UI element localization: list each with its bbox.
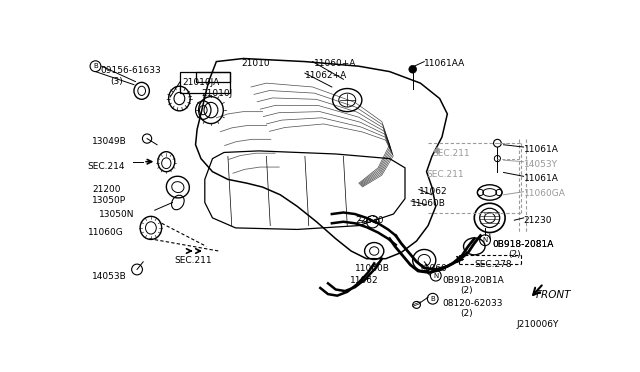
Text: 09156-61633: 09156-61633	[101, 66, 161, 75]
Text: 11062: 11062	[349, 276, 378, 285]
Text: J210006Y: J210006Y	[516, 320, 559, 329]
Text: 21010J: 21010J	[201, 89, 232, 97]
Text: (2): (2)	[460, 309, 473, 318]
Text: 0B918-20B1A: 0B918-20B1A	[442, 276, 504, 285]
Text: 13050N: 13050N	[99, 210, 134, 219]
Text: 22630: 22630	[355, 217, 383, 225]
Text: 11060+A: 11060+A	[314, 58, 356, 67]
Text: 08120-62033: 08120-62033	[442, 299, 502, 308]
Text: 11061A: 11061A	[524, 145, 559, 154]
Text: 14053Y: 14053Y	[524, 160, 557, 169]
Text: 21230: 21230	[524, 216, 552, 225]
Text: SEC.211: SEC.211	[432, 148, 470, 158]
Text: SEC.211: SEC.211	[174, 256, 212, 265]
Text: 13050P: 13050P	[92, 196, 127, 205]
Text: 0B918-2081A: 0B918-2081A	[493, 240, 554, 249]
Text: 11060B: 11060B	[411, 199, 446, 208]
Text: 21200: 21200	[92, 185, 121, 194]
Text: 21010: 21010	[241, 58, 269, 67]
Text: 11060G: 11060G	[88, 228, 124, 237]
Text: 0B918-2081A: 0B918-2081A	[492, 240, 554, 249]
Text: B: B	[430, 296, 435, 302]
Text: 11060B: 11060B	[355, 264, 390, 273]
Text: (3): (3)	[110, 77, 123, 86]
Text: (2): (2)	[508, 250, 521, 259]
Text: 11062+A: 11062+A	[305, 71, 347, 80]
Circle shape	[409, 65, 417, 73]
Text: 21010JA: 21010JA	[182, 78, 220, 87]
Text: 11060: 11060	[419, 264, 447, 273]
Text: (2): (2)	[460, 286, 473, 295]
Text: FRONT: FRONT	[536, 289, 572, 299]
Text: SEC.278: SEC.278	[474, 260, 512, 269]
Text: N: N	[433, 273, 438, 279]
Text: 11061A: 11061A	[524, 174, 559, 183]
Bar	[180, 71, 230, 93]
Text: 11060GA: 11060GA	[524, 189, 566, 198]
Text: 14053B: 14053B	[92, 272, 127, 281]
Text: N: N	[483, 237, 488, 243]
Bar	[196, 71, 230, 82]
Text: SEC.211: SEC.211	[427, 170, 464, 179]
Text: 13049B: 13049B	[92, 137, 127, 146]
Text: SEC.214: SEC.214	[88, 162, 125, 171]
Text: 11061AA: 11061AA	[424, 58, 465, 67]
Text: B: B	[93, 63, 98, 69]
Text: 11062: 11062	[419, 187, 447, 196]
